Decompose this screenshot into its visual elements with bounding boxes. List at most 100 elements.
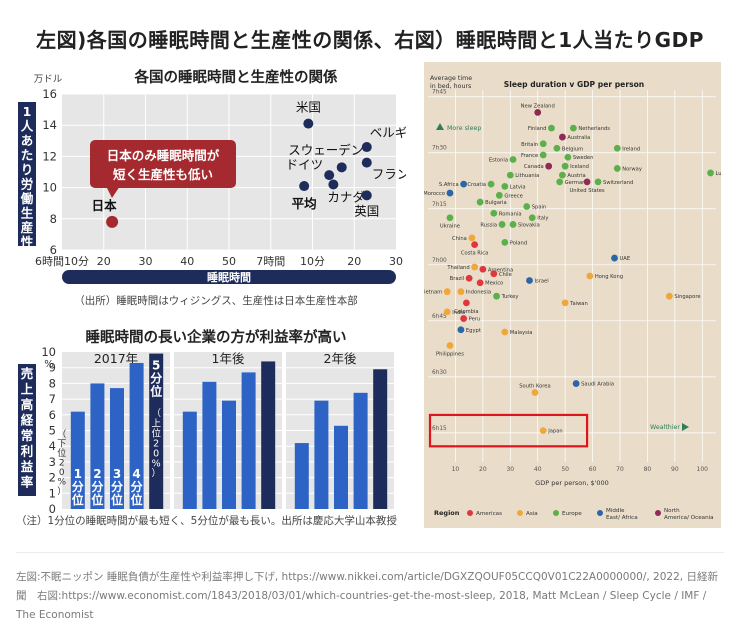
gdp-point — [468, 234, 476, 242]
scatter-point-label: 日本 — [92, 198, 118, 213]
gdp-point-label: Iceland — [570, 164, 589, 170]
gdp-point — [509, 221, 517, 228]
gdp-legend-label: North — [664, 508, 680, 514]
scatter-ylabel-char: 働 — [20, 191, 34, 206]
gdp-xtick: 60 — [589, 466, 597, 473]
bar — [70, 411, 85, 509]
scatter-ylabel-char: あ — [21, 133, 34, 148]
bar — [294, 443, 309, 509]
scatter-ylabel-char: 生 — [21, 206, 34, 221]
gdp-point — [548, 124, 555, 132]
gdp-point-label: Finland — [528, 126, 547, 132]
gdp-legend-label: East/ Africa — [606, 515, 638, 521]
gdp-point — [539, 427, 547, 435]
gdp-point — [613, 144, 621, 152]
bar-category-label-char: 5 — [152, 359, 160, 373]
scatter-xtick: 40 — [180, 255, 194, 268]
bar-category-label: 4分位 — [131, 467, 143, 507]
scatter-point — [299, 181, 310, 192]
scatter-point-label: 米国 — [296, 100, 321, 115]
wealthier-arrow-icon — [682, 423, 689, 431]
bar-ytick: 6 — [49, 408, 56, 422]
gdp-annotation: Wealthier — [650, 424, 680, 431]
gdp-xtick: 20 — [479, 466, 487, 473]
bar-ytick: 2 — [49, 471, 56, 485]
japan-highlight-box — [428, 413, 589, 448]
scatter-point — [328, 179, 339, 190]
bar — [314, 400, 329, 509]
gdp-point-label: Australia — [567, 135, 590, 141]
gdp-point-label: Argentina — [488, 267, 513, 273]
gdp-point-label: India — [452, 310, 465, 316]
gdp-point-label: China — [452, 236, 467, 242]
bar-category-label-char: 3 — [113, 467, 121, 481]
bar — [353, 392, 368, 509]
gdp-point — [471, 263, 479, 271]
gdp-legend-swatch — [597, 510, 603, 516]
gdp-point — [493, 292, 500, 300]
gdp-point — [613, 165, 621, 172]
gdp-point — [465, 274, 473, 282]
gdp-ylabel-1: Average time — [430, 75, 472, 82]
scatter-point — [361, 157, 372, 168]
gdp-point-label: New Zealand — [521, 103, 555, 109]
annotation-pointer — [106, 186, 120, 198]
gdp-ylabel-2: in bed, hours — [430, 83, 471, 90]
gdp-point-label: Belgium — [562, 146, 583, 152]
bar-upper-note-char: % — [152, 459, 161, 470]
bar-lower-note-char: 位 — [57, 447, 66, 459]
gdp-point-label: Brazil — [450, 276, 464, 282]
gdp-ytick: 6h15 — [432, 426, 447, 432]
gdp-xtick: 100 — [697, 466, 709, 473]
bar-category-label-char: 位 — [131, 492, 143, 507]
gdp-point-label: Thailand — [446, 265, 469, 271]
bar — [241, 372, 256, 509]
gdp-legend-label: Middle — [606, 508, 625, 514]
gdp-legend-title: Region — [434, 509, 460, 517]
gdp-legend-swatch — [655, 510, 661, 516]
gdp-point-label: Romania — [499, 211, 522, 217]
gdp-point — [526, 277, 533, 284]
bar-ytick: 5 — [49, 424, 56, 438]
gdp-point-label: Japan — [547, 429, 562, 435]
scatter-title: 各国の睡眠時間と生産性の関係 — [134, 68, 338, 86]
gdp-point — [707, 169, 714, 177]
gdp-point-label: Sweden — [573, 155, 594, 161]
gdp-point-label: Singapore — [674, 294, 700, 300]
bar — [110, 388, 124, 509]
gdp-point — [490, 270, 498, 278]
gdp-point — [476, 279, 484, 287]
gdp-point-label: S.Africa — [439, 182, 459, 188]
scatter-ytick: 10 — [42, 181, 57, 195]
gdp-point — [572, 380, 580, 387]
bar — [202, 381, 217, 509]
scatter-xtick: 7時間 — [256, 255, 285, 268]
bar-category-label: 2分位 — [91, 467, 103, 507]
bar-ytick: 3 — [49, 455, 56, 469]
bar-ylabel-char: 益 — [21, 459, 34, 474]
bar-category-label-char: 分 — [131, 479, 143, 494]
bar-upper-note-char: ） — [151, 468, 161, 480]
bar-category-label: 1分位 — [72, 467, 84, 507]
bar-ylabel-char: 経 — [21, 413, 34, 428]
gdp-point-label: Malaysia — [510, 330, 533, 336]
gdp-point-label: Saudi Arabia — [581, 382, 614, 388]
bar-category-label-char: 1 — [74, 467, 82, 481]
gdp-ytick: 7h15 — [432, 202, 447, 208]
bar — [261, 361, 276, 509]
bar-lower-note-char: % — [58, 478, 67, 488]
bar — [129, 362, 144, 509]
gdp-point — [457, 288, 465, 296]
gdp-point-label: United States — [570, 188, 605, 194]
gdp-point-label: Ireland — [622, 146, 640, 152]
scatter-ytick: 6 — [50, 243, 57, 257]
gdp-legend-label: America/ Oceania — [664, 515, 714, 521]
gdp-point — [501, 182, 509, 190]
gdp-legend-swatch — [467, 510, 473, 516]
gdp-point — [457, 326, 465, 334]
